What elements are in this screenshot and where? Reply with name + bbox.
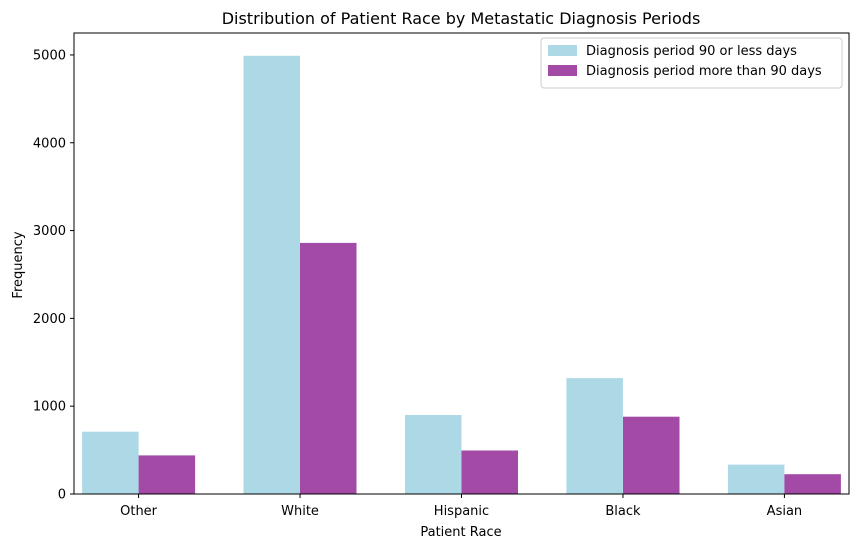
x-tick-label: Black (605, 504, 641, 519)
legend-swatch-1 (548, 45, 577, 56)
x-tick-label: White (281, 504, 319, 519)
y-tick-label: 2000 (33, 312, 66, 327)
bar-asian-series-2 (784, 474, 841, 494)
bar-other-series-2 (138, 455, 196, 494)
bar-hispanic-series-1 (405, 415, 462, 494)
bar-black-series-1 (566, 378, 623, 494)
x-axis-label: Patient Race (420, 525, 501, 540)
bar-white-series-1 (243, 55, 300, 495)
legend-label-2: Diagnosis period more than 90 days (586, 64, 822, 79)
x-tick-label: Other (120, 504, 158, 519)
y-tick-label: 3000 (33, 224, 66, 239)
bar-hispanic-series-2 (461, 450, 518, 494)
bar-asian-series-1 (727, 464, 785, 494)
y-tick-label: 1000 (33, 400, 66, 415)
legend-label-1: Diagnosis period 90 or less days (586, 44, 797, 59)
bar-white-series-2 (300, 242, 357, 494)
bar-other-series-1 (82, 431, 139, 494)
x-tick-label: Asian (767, 504, 802, 519)
y-tick-label: 5000 (33, 48, 66, 63)
y-tick-label: 0 (58, 488, 66, 503)
legend-box (540, 37, 843, 89)
legend: Diagnosis period 90 or less days Diagnosi… (540, 37, 843, 89)
x-tick-label: Hispanic (434, 504, 489, 519)
y-tick-label: 4000 (33, 136, 66, 151)
bar-black-series-2 (623, 416, 680, 494)
y-axis-label: Frequency (11, 231, 26, 298)
plot-area: Other White Hispanic Black Asian 0 1000 2000 300… (33, 32, 850, 519)
legend-swatch-2 (548, 65, 577, 76)
chart-title: Distribution of Patient Race by Metastat… (222, 9, 701, 28)
